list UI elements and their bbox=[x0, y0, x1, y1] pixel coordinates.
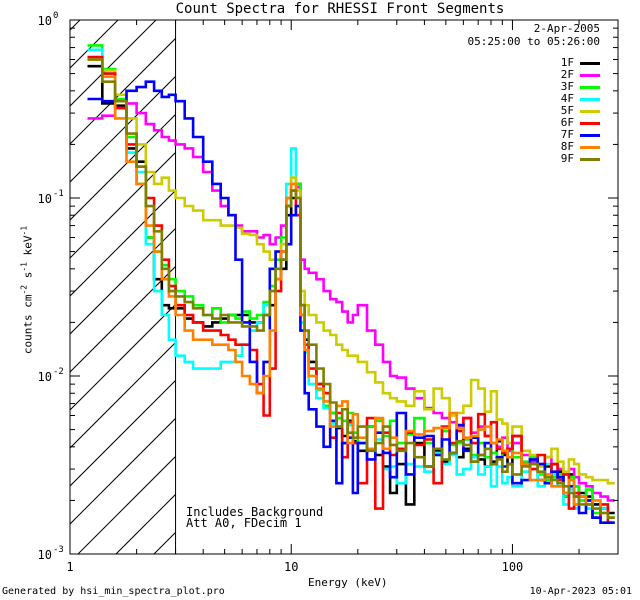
render-timestamp: 10-Apr-2023 05:01 bbox=[529, 586, 632, 597]
legend-label: 5F bbox=[560, 104, 574, 117]
y-tick-label: 10 bbox=[38, 192, 52, 206]
legend-item-3F: 3F bbox=[540, 80, 600, 93]
attenuator-note: Att A0, FDecim 1 bbox=[186, 516, 302, 530]
series-line-8F bbox=[87, 58, 615, 519]
legend-swatch bbox=[580, 98, 600, 101]
legend-label: 6F bbox=[560, 116, 574, 129]
legend-swatch bbox=[580, 86, 600, 89]
generator-note: Generated by hsi_min_spectra_plot.pro bbox=[2, 586, 225, 597]
x-tick-label: 100 bbox=[502, 560, 524, 574]
observation-date: 2-Apr-2005 bbox=[533, 22, 600, 35]
legend-item-6F: 6F bbox=[540, 116, 600, 129]
series-line-3F bbox=[87, 44, 615, 519]
legend-swatch bbox=[580, 74, 600, 77]
legend-label: 4F bbox=[560, 92, 574, 105]
background-note: Includes Background bbox=[186, 505, 324, 519]
legend-label: 8F bbox=[560, 140, 574, 153]
y-axis-label: counts cm-2 s-1 keV-1 bbox=[19, 225, 35, 355]
legend-item-4F: 4F bbox=[540, 92, 600, 105]
time-range: 05:25:00 to 05:26:00 bbox=[467, 35, 600, 48]
series-line-9F bbox=[87, 58, 615, 519]
plot-frame bbox=[69, 19, 619, 555]
x-tick-label: 1 bbox=[66, 560, 73, 574]
legend-label: 7F bbox=[560, 128, 574, 141]
legend-swatch bbox=[580, 122, 600, 125]
x-axis-label: Energy (keV) bbox=[308, 576, 388, 589]
legend-item-9F: 9F bbox=[540, 152, 600, 165]
legend-item-2F: 2F bbox=[540, 68, 600, 81]
legend-swatch bbox=[580, 62, 600, 65]
series-line-5F bbox=[87, 58, 615, 485]
y-tick-exponent: -1 bbox=[53, 189, 64, 199]
series-line-7F bbox=[87, 80, 615, 524]
series-line-1F bbox=[87, 64, 615, 515]
y-tick-exponent: -2 bbox=[53, 367, 64, 377]
y-tick-label: 10 bbox=[38, 14, 52, 28]
x-tick-label: 10 bbox=[284, 560, 298, 574]
legend-swatch bbox=[580, 158, 600, 161]
legend-item-7F: 7F bbox=[540, 128, 600, 141]
y-tick-label: 10 bbox=[38, 548, 52, 562]
chart-title: Count Spectra for RHESSI Front Segments bbox=[175, 1, 505, 17]
hatched-region bbox=[70, 20, 176, 554]
y-tick-exponent: -3 bbox=[53, 545, 64, 555]
legend-item-5F: 5F bbox=[540, 104, 600, 117]
legend-swatch bbox=[580, 134, 600, 137]
legend-label: 1F bbox=[560, 56, 574, 69]
legend-item-1F: 1F bbox=[540, 56, 600, 69]
series-line-2F bbox=[87, 102, 615, 502]
y-tick-label: 10 bbox=[38, 370, 52, 384]
legend-item-8F: 8F bbox=[540, 140, 600, 153]
legend-swatch bbox=[580, 146, 600, 149]
legend-label: 9F bbox=[560, 152, 574, 165]
legend-label: 3F bbox=[560, 80, 574, 93]
legend-swatch bbox=[580, 110, 600, 113]
legend-label: 2F bbox=[560, 68, 574, 81]
series-line-4F bbox=[87, 48, 615, 524]
series-line-6F bbox=[87, 55, 615, 524]
y-tick-exponent: 0 bbox=[53, 11, 58, 21]
